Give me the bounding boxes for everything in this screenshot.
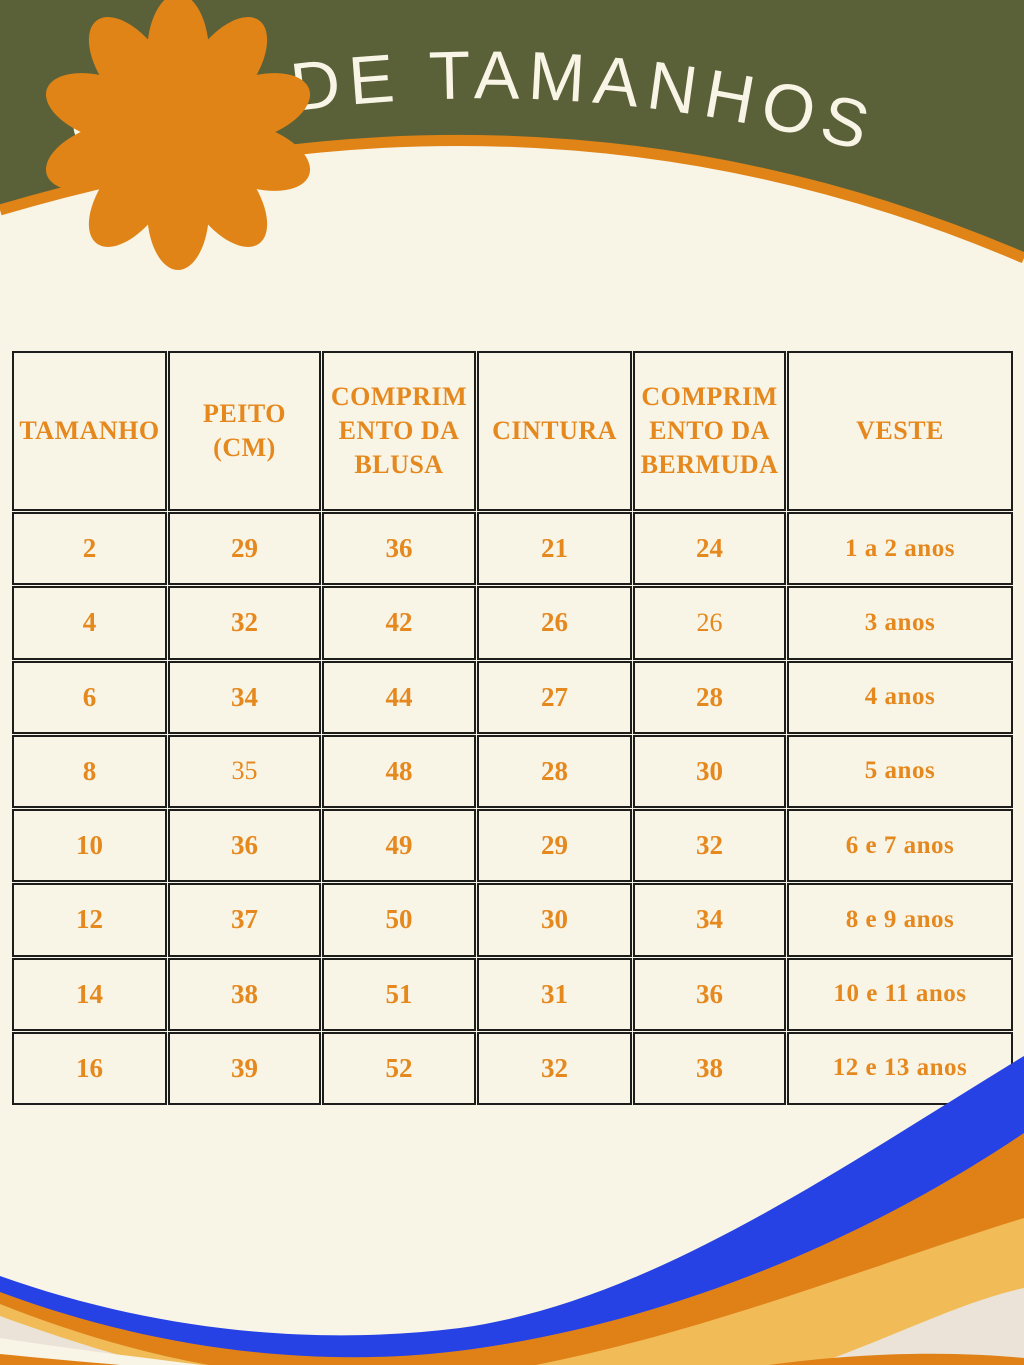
header-line: COMPRIM — [330, 382, 468, 412]
table-cell: 34 — [168, 660, 321, 734]
table-cell: 4 — [12, 586, 167, 660]
table-cell: 48 — [322, 734, 476, 808]
table-cell: 16 — [12, 1031, 167, 1105]
table-cell: 38 — [168, 957, 321, 1031]
header-cell: CINTURA — [477, 351, 632, 511]
header-banner: GUIA DE TAMANHOS — [0, 0, 1024, 345]
header-line: VESTE — [856, 416, 944, 446]
table-cell: 42 — [322, 586, 476, 660]
wave-cream-wedge — [0, 1338, 202, 1365]
header-cell: COMPRIM ENTO DA BERMUDA — [633, 351, 786, 511]
table-cell: 30 — [633, 734, 786, 808]
table-cell: 3 anos — [787, 586, 1013, 660]
table-cell: 26 — [477, 586, 632, 660]
flower-icon — [45, 0, 311, 270]
table-cell: 29 — [477, 809, 632, 883]
table-cell: 39 — [168, 1031, 321, 1105]
table-cell: 36 — [168, 809, 321, 883]
wave-orange-stripe-left — [0, 1354, 121, 1365]
table-cell: 8 e 9 anos — [787, 883, 1013, 957]
header-line: CINTURA — [492, 416, 617, 446]
table-cell: 32 — [633, 809, 786, 883]
table-cell: 10 — [12, 809, 167, 883]
table-cell: 52 — [322, 1031, 476, 1105]
table-cell: 12 e 13 anos — [787, 1031, 1013, 1105]
header-cell: TAMANHO — [12, 351, 167, 511]
table-cell: 49 — [322, 809, 476, 883]
table-cell: 31 — [477, 957, 632, 1031]
header-line: ENTO DA — [338, 416, 460, 446]
header-line: PEITO — [203, 399, 286, 429]
header-line: BLUSA — [354, 449, 444, 479]
wave-amber — [0, 1218, 1024, 1365]
table-cell: 27 — [477, 660, 632, 734]
header-cell: PEITO (CM) — [168, 351, 321, 511]
table-cell: 6 — [12, 660, 167, 734]
table-cell: 28 — [477, 734, 632, 808]
size-table: TAMANHO PEITO (CM) COMPRIM ENTO DA BLUSA CINTU… — [12, 351, 1013, 1105]
table-cell: 32 — [168, 586, 321, 660]
header-line: COMPRIM — [641, 382, 778, 412]
table-cell: 8 — [12, 734, 167, 808]
table-cell: 21 — [477, 512, 632, 586]
header-line: (CM) — [213, 433, 276, 462]
header-line: BERMUDA — [640, 449, 779, 479]
table-cell: 6 e 7 anos — [787, 809, 1013, 883]
table-cell: 36 — [322, 512, 476, 586]
table-cell: 37 — [168, 883, 321, 957]
wave-orange-stripe-right — [768, 1353, 1024, 1365]
table-cell: 35 — [168, 734, 321, 808]
table-cell: 50 — [322, 883, 476, 957]
table-cell: 1 a 2 anos — [787, 512, 1013, 586]
table-cell: 51 — [322, 957, 476, 1031]
header-line: TAMANHO — [19, 416, 160, 446]
table-cell: 44 — [322, 660, 476, 734]
wave-beige — [0, 1288, 1024, 1365]
table-cell: 5 anos — [787, 734, 1013, 808]
header-line: ENTO DA — [649, 416, 770, 446]
table-cell: 34 — [633, 883, 786, 957]
table-cell: 26 — [633, 586, 786, 660]
table-cell: 24 — [633, 512, 786, 586]
table-cell: 28 — [633, 660, 786, 734]
table-cell: 38 — [633, 1031, 786, 1105]
table-cell: 14 — [12, 957, 167, 1031]
flower-center — [121, 75, 235, 189]
header-cell: COMPRIM ENTO DA BLUSA — [322, 351, 476, 511]
table-cell: 2 — [12, 512, 167, 586]
table-cell: 36 — [633, 957, 786, 1031]
header-cell: VESTE — [787, 351, 1013, 511]
table-cell: 32 — [477, 1031, 632, 1105]
table-cell: 30 — [477, 883, 632, 957]
table-cell: 12 — [12, 883, 167, 957]
wave-orange — [0, 1133, 1024, 1365]
table-cell: 4 anos — [787, 660, 1013, 734]
table-cell: 10 e 11 anos — [787, 957, 1013, 1031]
table-cell: 29 — [168, 512, 321, 586]
